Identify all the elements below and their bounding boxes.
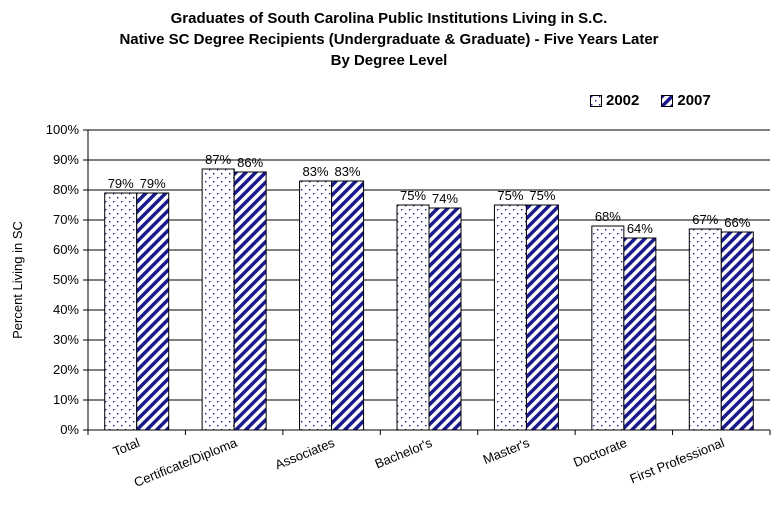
- bar-2002: [688, 228, 722, 431]
- legend-label-2007: 2007: [677, 92, 711, 109]
- bar-2007: [136, 192, 170, 431]
- y-tick-label: 70%: [53, 212, 79, 227]
- data-label-2002: 79%: [108, 176, 134, 191]
- legend-swatch-2002: [590, 94, 602, 107]
- chart-title-line-3: By Degree Level: [330, 52, 448, 69]
- data-label-2007: 86%: [237, 155, 263, 170]
- legend-swatch-2007: [661, 94, 674, 107]
- data-label-2007: 64%: [627, 221, 653, 236]
- y-tick-label: 100%: [46, 122, 80, 137]
- bar-2002: [299, 180, 333, 431]
- chart-legend: 2002 2007: [590, 92, 733, 109]
- data-labels: 79% 79% 87% 86% 83% 83% 75% 74% 75% 75% 68% 64% 67% 6…: [108, 152, 751, 236]
- bar-2002: [104, 192, 138, 431]
- y-tick-label: 20%: [53, 362, 79, 377]
- chart-title-line-2: Native SC Degree Recipients (Undergradua…: [119, 31, 659, 48]
- x-category-label: Total: [111, 435, 142, 459]
- y-tick-label: 10%: [53, 392, 79, 407]
- x-category-label: Master's: [481, 435, 532, 467]
- data-label-2002: 75%: [497, 188, 523, 203]
- y-axis-label: Percent Living in SC: [10, 221, 25, 339]
- legend-item-2007: 2007: [661, 92, 711, 109]
- bars: [104, 168, 754, 431]
- bar-2007: [525, 204, 559, 431]
- bar-2007: [720, 231, 754, 431]
- data-label-2002: 67%: [692, 212, 718, 227]
- chart-title-line-1: Graduates of South Carolina Public Insti…: [170, 10, 608, 27]
- data-label-2002: 68%: [595, 209, 621, 224]
- x-category-label: Doctorate: [571, 435, 629, 470]
- legend-item-2002: 2002: [590, 92, 639, 109]
- y-tick-label: 80%: [53, 182, 79, 197]
- legend-label-2002: 2002: [606, 92, 640, 109]
- bar-2002: [396, 204, 430, 431]
- y-tick-label: 0%: [60, 422, 79, 437]
- data-label-2007: 83%: [335, 164, 361, 179]
- data-label-2002: 75%: [400, 188, 426, 203]
- y-tick-label: 50%: [53, 272, 79, 287]
- x-category-label: Associates: [273, 435, 337, 473]
- y-tick-label: 60%: [53, 242, 79, 257]
- y-tick-label: 30%: [53, 332, 79, 347]
- bar-2002: [493, 204, 527, 431]
- bar-2007: [331, 180, 365, 431]
- data-label-2007: 66%: [724, 215, 750, 230]
- data-label-2007: 75%: [529, 188, 555, 203]
- bar-2002: [201, 168, 235, 431]
- bar-2007: [623, 237, 657, 431]
- bar-2007: [428, 207, 462, 431]
- data-label-2002: 83%: [303, 164, 329, 179]
- x-category-label: Bachelor's: [373, 435, 435, 472]
- x-category-label: First Professional: [628, 435, 727, 487]
- y-tick-label: 90%: [53, 152, 79, 167]
- x-category-label: Certificate/Diploma: [132, 435, 240, 490]
- bar-2002: [591, 225, 625, 431]
- data-label-2007: 74%: [432, 191, 458, 206]
- data-label-2002: 87%: [205, 152, 231, 167]
- data-label-2007: 79%: [140, 176, 166, 191]
- y-tick-label: 40%: [53, 302, 79, 317]
- bar-2007: [233, 171, 267, 431]
